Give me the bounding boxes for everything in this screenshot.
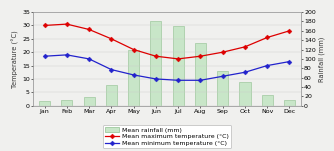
Bar xyxy=(150,21,161,106)
Bar xyxy=(239,82,250,106)
Bar xyxy=(284,100,295,106)
Y-axis label: Rainfall (mm): Rainfall (mm) xyxy=(319,36,325,82)
Y-axis label: Temperature (°C): Temperature (°C) xyxy=(12,30,19,88)
Bar xyxy=(61,100,72,106)
Bar xyxy=(84,97,95,106)
Bar xyxy=(217,71,228,106)
Bar xyxy=(106,85,117,106)
Bar xyxy=(128,50,139,106)
Bar xyxy=(262,95,273,106)
Bar xyxy=(195,43,206,106)
Bar xyxy=(39,101,50,106)
Legend: Mean rainfall (mm), Mean maximum temperature (°C), Mean minimum temperature (°C): Mean rainfall (mm), Mean maximum tempera… xyxy=(103,125,231,148)
Bar xyxy=(173,26,184,106)
